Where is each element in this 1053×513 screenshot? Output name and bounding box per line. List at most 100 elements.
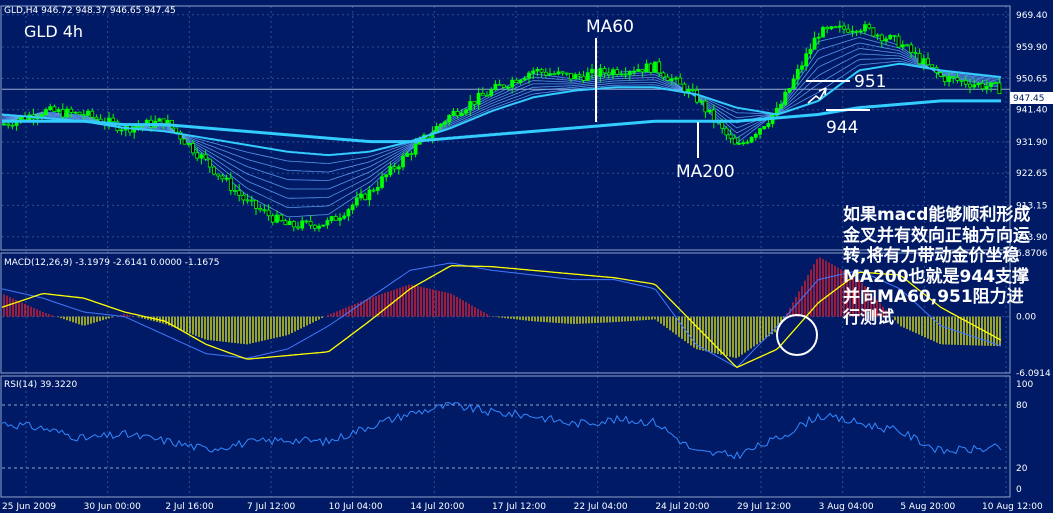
price-tick-label: 913.15: [1016, 201, 1048, 211]
candle-body: [993, 82, 998, 85]
candle-body: [653, 61, 657, 73]
x-axis-label: 30 Jun 00:00: [84, 502, 141, 512]
candle-body: [506, 86, 510, 89]
x-axis-label: 3 Aug 04:00: [819, 502, 874, 512]
candle-body: [207, 158, 212, 168]
candle-body: [245, 199, 250, 202]
ma200-line: [2, 99, 1001, 144]
candle-body: [447, 114, 452, 123]
candle-body: [648, 63, 653, 73]
candle-body: [10, 124, 15, 127]
candle-body: [6, 123, 11, 126]
candle-body: [627, 71, 632, 75]
candle-body: [724, 127, 729, 136]
candle-body: [392, 166, 397, 170]
candle-body: [749, 136, 754, 143]
candle-body: [401, 155, 405, 168]
candle-body: [837, 25, 842, 28]
ma200-label: MA200: [676, 162, 735, 182]
candle-body: [947, 76, 951, 83]
candle-body: [451, 111, 456, 116]
candle-body: [598, 68, 603, 77]
candle-body: [212, 166, 216, 175]
candle-body: [774, 107, 779, 116]
candle-body: [900, 44, 905, 48]
candle-body: [291, 221, 296, 228]
candle-body: [590, 68, 594, 74]
macd-tick-label: -6.0914: [1016, 369, 1051, 379]
candle-body: [804, 53, 809, 67]
candle-body: [266, 209, 271, 217]
candle-body: [846, 28, 851, 33]
candle-body: [829, 26, 834, 30]
current-price-tag: 947.45: [1013, 94, 1045, 104]
candle-body: [657, 61, 662, 74]
rsi-header: RSI(14) 39.3220: [4, 380, 77, 390]
candle-body: [741, 142, 746, 145]
candle-body: [325, 220, 330, 226]
x-axis-label: 7 Jul 12:00: [247, 502, 296, 512]
candle-body: [842, 25, 846, 30]
candle-body: [619, 73, 624, 76]
price-tick-label: 903.90: [1016, 233, 1048, 243]
candle-body: [913, 52, 918, 54]
price-header: GLD,H4 946.72 948.37 946.65 947.45: [4, 6, 176, 16]
candle-body: [879, 34, 884, 42]
candle-body: [867, 24, 872, 29]
candle-body: [39, 114, 44, 118]
candle-body: [905, 44, 909, 47]
chart-title: GLD 4h: [24, 22, 83, 41]
candle-body: [548, 73, 552, 76]
candle-body: [623, 73, 628, 76]
rsi-layer: [1, 401, 1002, 460]
candle-body: [602, 68, 607, 74]
candle-body: [329, 216, 334, 221]
candle-body: [690, 89, 695, 91]
candle-body: [518, 79, 523, 84]
candle-body: [585, 72, 590, 81]
candle-body: [728, 134, 733, 139]
candle-body: [753, 133, 758, 138]
candle-body: [346, 209, 351, 217]
candle-body: [304, 220, 309, 223]
panel-frame: [0, 375, 1011, 498]
up-arrow-icon: [807, 87, 827, 104]
candle-body: [678, 77, 683, 85]
candle-body: [178, 131, 183, 140]
candle-body: [497, 83, 502, 86]
macd-line: [1, 262, 1002, 368]
candle-body: [258, 208, 263, 211]
candle-body: [779, 103, 783, 109]
candle-body: [892, 35, 897, 37]
candle-body: [674, 77, 678, 80]
candle-body: [182, 138, 187, 145]
candle-body: [186, 143, 191, 145]
candle-body: [909, 44, 914, 53]
candle-body: [556, 71, 561, 75]
candle-body: [191, 143, 195, 154]
candle-body: [884, 38, 888, 42]
candle-body: [275, 214, 279, 223]
candle-body: [569, 73, 573, 80]
price-tick-label: 959.90: [1016, 43, 1048, 53]
candle-body: [455, 111, 460, 117]
candle-body: [720, 122, 725, 129]
candle-body: [955, 77, 960, 81]
candle-body: [938, 72, 943, 77]
candle-body: [342, 215, 347, 219]
candle-body: [119, 129, 124, 132]
candle-body: [535, 69, 540, 72]
candle-body: [283, 220, 288, 226]
candle-body: [581, 75, 586, 81]
candle-body: [896, 35, 901, 48]
candle-body: [926, 58, 930, 66]
x-axis-label: 29 Jul 12:00: [737, 502, 791, 512]
candle-body: [254, 200, 258, 209]
axis-ticks: 969.40 959.90 950.65 941.40 931.90 922.65 913.…: [1016, 11, 1051, 495]
candle-body: [367, 189, 372, 201]
candle-body: [359, 193, 363, 199]
candle-body: [380, 176, 384, 188]
candle-body: [73, 111, 78, 114]
x-axis-label: 17 Jul 12:00: [492, 502, 546, 512]
candle-body: [514, 79, 519, 84]
